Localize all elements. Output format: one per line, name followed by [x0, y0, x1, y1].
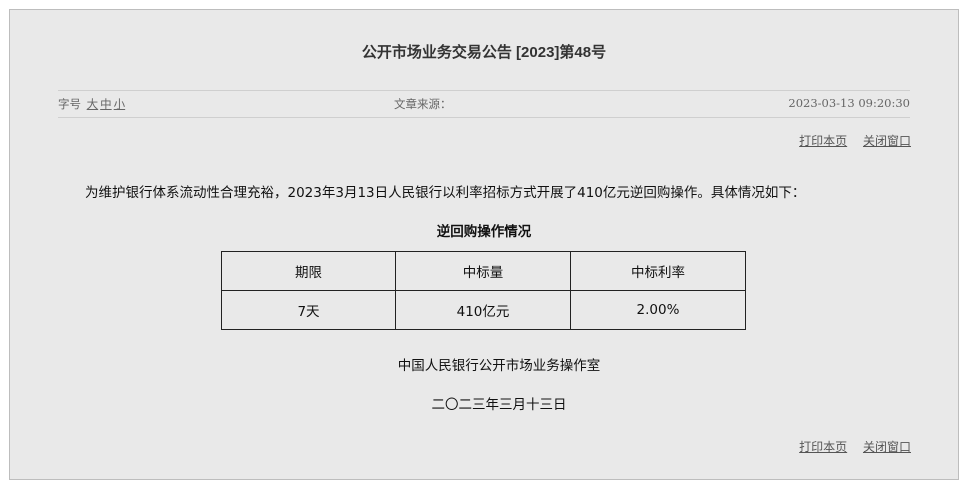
header-volume: 中标量	[395, 251, 571, 291]
signature-date: 二〇二三年三月十三日	[431, 397, 567, 413]
table-title: 逆回购操作情况	[436, 224, 532, 240]
article-source: 文章来源：	[394, 97, 452, 111]
table-header-row: 期限 中标量 中标利率	[221, 251, 746, 291]
close-window-link[interactable]: 关闭窗口	[862, 134, 911, 148]
close-window-link[interactable]: 关闭窗口	[862, 440, 911, 454]
cell-term: 7天	[221, 290, 396, 330]
font-size-label: 字号	[58, 97, 81, 111]
header-term: 期限	[221, 251, 396, 291]
font-size-small-link[interactable]: 小	[113, 97, 126, 111]
article-panel: 公开市场业务交易公告 [2023]第48号 字号 大中小 文章来源： 2023-…	[9, 9, 959, 480]
header-rate: 中标利率	[570, 251, 746, 291]
cell-volume: 410亿元	[395, 290, 571, 330]
article-date: 2023-03-13 09:20:30	[788, 96, 910, 110]
print-page-link[interactable]: 打印本页	[799, 134, 848, 148]
reverse-repo-table: 期限 中标量 中标利率 7天 410亿元 2.00%	[221, 251, 746, 330]
table-row: 7天 410亿元 2.00%	[221, 290, 746, 330]
print-page-link[interactable]: 打印本页	[799, 440, 848, 454]
font-size-selector: 字号 大中小	[58, 96, 125, 112]
bottom-actions: 打印本页 关闭窗口	[787, 438, 911, 455]
article-meta: 字号 大中小 文章来源： 2023-03-13 09:20:30	[58, 96, 910, 112]
announcement-paragraph: 为维护银行体系流动性合理充裕，2023年3月13日人民银行以利率招标方式开展了4…	[85, 185, 806, 201]
divider	[58, 90, 910, 91]
article-title: 公开市场业务交易公告 [2023]第48号	[361, 44, 607, 61]
signature-org: 中国人民银行公开市场业务操作室	[397, 358, 601, 374]
font-size-medium-link[interactable]: 中	[100, 97, 112, 111]
font-size-large-link[interactable]: 大	[86, 97, 99, 111]
top-actions: 打印本页 关闭窗口	[787, 132, 911, 149]
divider	[58, 117, 910, 118]
cell-rate: 2.00%	[570, 290, 746, 330]
